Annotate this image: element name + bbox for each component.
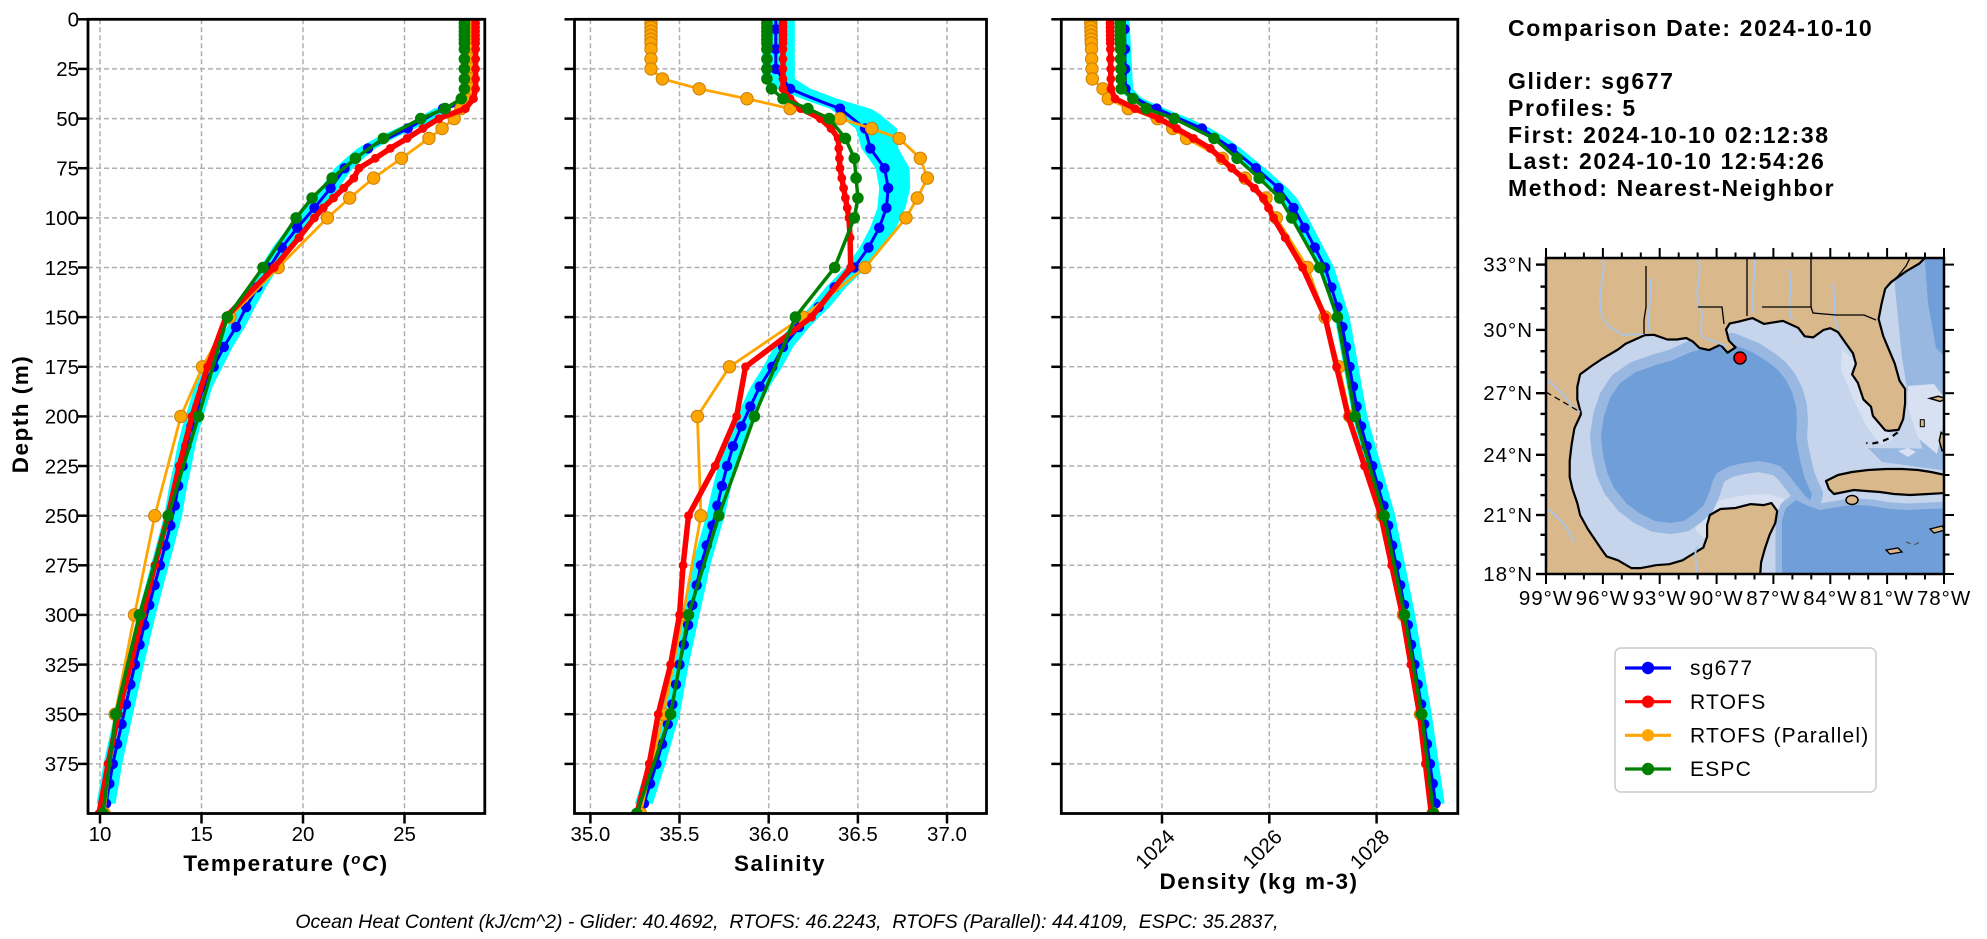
svg-text:20: 20 (292, 823, 315, 846)
svg-text:300: 300 (45, 604, 79, 627)
svg-text:250: 250 (45, 505, 79, 528)
svg-text:30°N: 30°N (1483, 319, 1533, 342)
svg-text:99°W: 99°W (1519, 587, 1573, 610)
svg-text:36.0: 36.0 (749, 823, 789, 846)
svg-text:10: 10 (89, 823, 112, 846)
svg-text:36.5: 36.5 (838, 823, 878, 846)
svg-text:125: 125 (45, 257, 79, 280)
svg-text:25: 25 (393, 823, 416, 846)
svg-text:24°N: 24°N (1483, 444, 1533, 467)
svg-text:Ocean Heat Content (kJ/cm^2) -: Ocean Heat Content (kJ/cm^2) - Glider: 4… (295, 911, 1278, 933)
svg-text:50: 50 (56, 108, 79, 131)
svg-text:27°N: 27°N (1483, 382, 1533, 405)
svg-text:Method: Nearest-Neighbor: Method: Nearest-Neighbor (1508, 175, 1835, 201)
svg-text:96°W: 96°W (1576, 587, 1630, 610)
svg-text:Comparison Date: 2024-10-10: Comparison Date: 2024-10-10 (1508, 15, 1873, 41)
svg-text:275: 275 (45, 555, 79, 578)
svg-text:81°W: 81°W (1860, 587, 1914, 610)
svg-text:350: 350 (45, 704, 79, 727)
svg-text:90°W: 90°W (1689, 587, 1743, 610)
svg-text:sg677: sg677 (1690, 657, 1753, 680)
svg-text:37.0: 37.0 (927, 823, 967, 846)
svg-text:0: 0 (68, 9, 79, 32)
svg-text:93°W: 93°W (1633, 587, 1687, 610)
svg-text:33°N: 33°N (1483, 254, 1533, 277)
svg-text:200: 200 (45, 406, 79, 429)
svg-text:84°W: 84°W (1803, 587, 1857, 610)
svg-text:35.0: 35.0 (570, 823, 610, 846)
svg-text:Glider: sg677: Glider: sg677 (1508, 68, 1675, 94)
svg-text:75: 75 (56, 158, 79, 181)
svg-text:Last: 2024-10-10 12:54:26: Last: 2024-10-10 12:54:26 (1508, 148, 1825, 174)
svg-text:ESPC: ESPC (1690, 758, 1752, 781)
svg-text:35.5: 35.5 (660, 823, 700, 846)
svg-text:175: 175 (45, 356, 79, 379)
svg-text:225: 225 (45, 455, 79, 478)
svg-text:375: 375 (45, 753, 79, 776)
svg-text:First: 2024-10-10 02:12:38: First: 2024-10-10 02:12:38 (1508, 122, 1830, 148)
svg-text:150: 150 (45, 306, 79, 329)
svg-text:Salinity: Salinity (734, 851, 826, 876)
svg-text:Density (kg m-3): Density (kg m-3) (1159, 869, 1358, 894)
svg-text:25: 25 (56, 58, 79, 81)
svg-text:15: 15 (190, 823, 213, 846)
svg-text:Depth (m): Depth (m) (8, 355, 33, 474)
svg-text:78°W: 78°W (1917, 587, 1971, 610)
svg-text:RTOFS: RTOFS (1690, 691, 1766, 714)
svg-text:87°W: 87°W (1746, 587, 1800, 610)
svg-text:RTOFS (Parallel): RTOFS (Parallel) (1690, 725, 1869, 748)
svg-text:100: 100 (45, 207, 79, 230)
svg-text:325: 325 (45, 654, 79, 677)
svg-text:18°N: 18°N (1483, 563, 1533, 586)
svg-text:21°N: 21°N (1483, 504, 1533, 527)
svg-text:Profiles: 5: Profiles: 5 (1508, 95, 1637, 121)
